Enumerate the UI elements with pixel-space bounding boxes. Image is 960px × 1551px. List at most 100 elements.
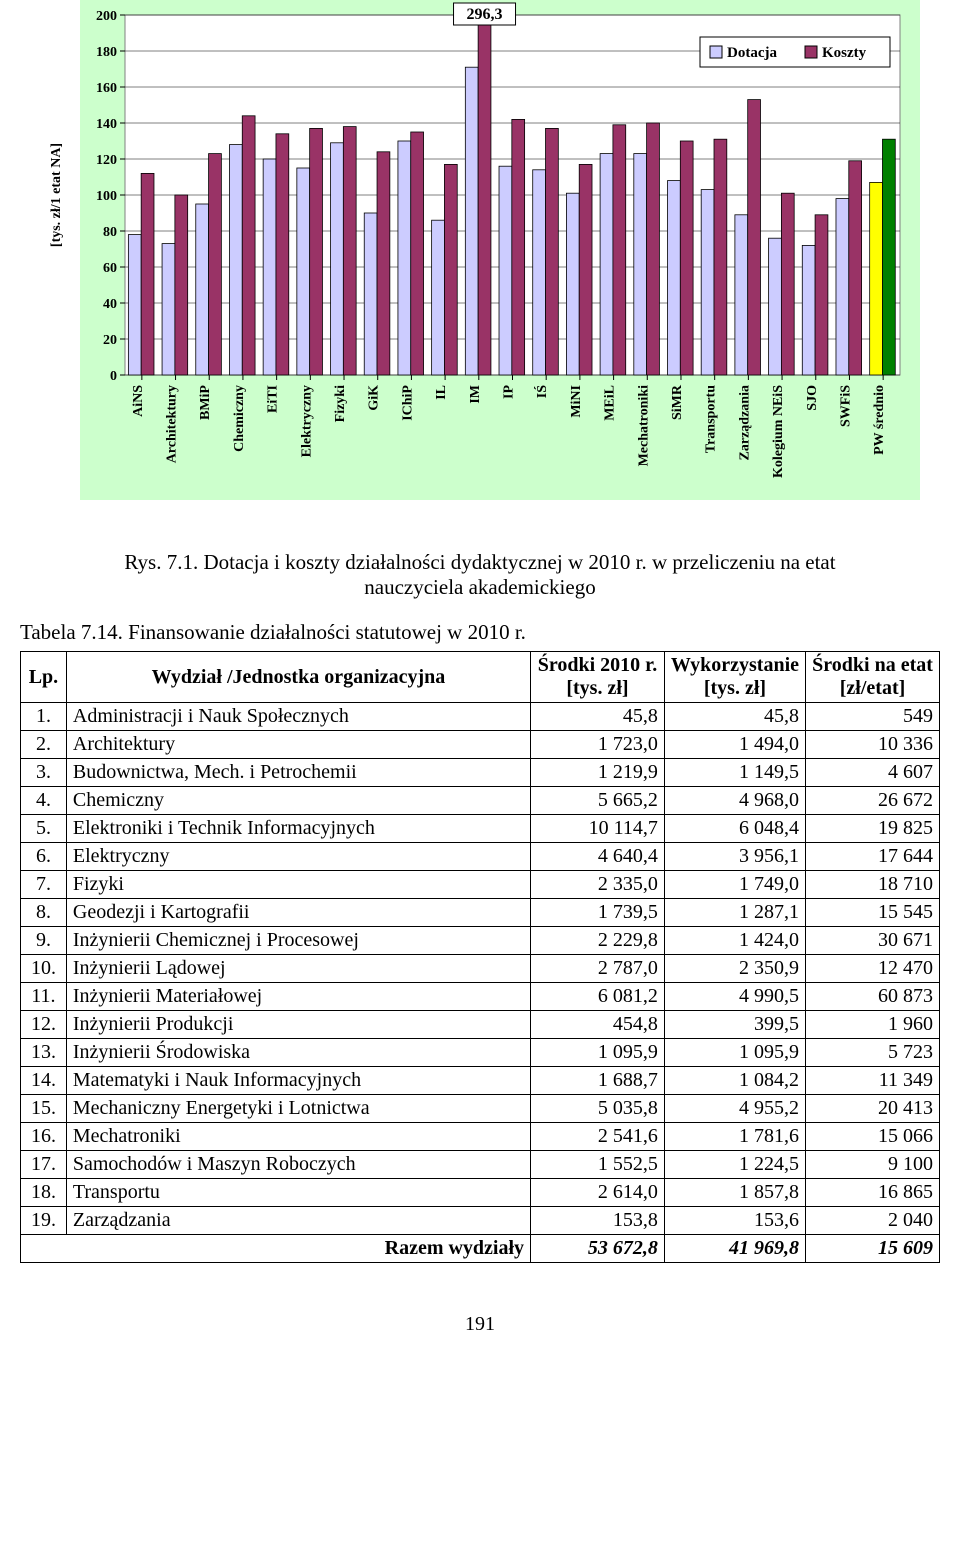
cell-name: Budownictwa, Mech. i Petrochemii <box>66 759 530 787</box>
table-row: 16. Mechatroniki 2 541,6 1 781,6 15 066 <box>21 1123 940 1151</box>
caption-line1: Rys. 7.1. Dotacja i koszty działalności … <box>124 550 835 574</box>
table-row: 2. Architektury 1 723,0 1 494,0 10 336 <box>21 731 940 759</box>
hdr-srodki-b: [tys. zł] <box>566 677 628 699</box>
svg-text:AiNS: AiNS <box>131 385 146 417</box>
cell-etat: 19 825 <box>806 815 940 843</box>
cell-wyk: 1 084,2 <box>664 1067 805 1095</box>
cell-lp: 2. <box>21 731 67 759</box>
svg-text:EiTI: EiTI <box>266 385 281 413</box>
cell-lp: 17. <box>21 1151 67 1179</box>
svg-text:40: 40 <box>103 297 117 312</box>
cell-name: Inżynierii Produkcji <box>66 1011 530 1039</box>
cell-sum-1: 53 672,8 <box>531 1235 665 1263</box>
svg-text:BMiP: BMiP <box>198 385 213 420</box>
table-row: 14. Matematyki i Nauk Informacyjnych 1 6… <box>21 1067 940 1095</box>
cell-name: Architektury <box>66 731 530 759</box>
cell-srodki: 5 035,8 <box>531 1095 665 1123</box>
cell-etat: 9 100 <box>806 1151 940 1179</box>
cell-lp: 5. <box>21 815 67 843</box>
cell-etat: 5 723 <box>806 1039 940 1067</box>
hdr-wyk: Wykorzystanie [tys. zł] <box>664 652 805 703</box>
cell-etat: 15 545 <box>806 899 940 927</box>
cell-wyk: 1 224,5 <box>664 1151 805 1179</box>
svg-text:140: 140 <box>96 117 117 132</box>
cell-srodki: 1 552,5 <box>531 1151 665 1179</box>
cell-srodki: 2 787,0 <box>531 955 665 983</box>
svg-text:SiMR: SiMR <box>670 384 685 420</box>
cell-lp: 3. <box>21 759 67 787</box>
svg-text:SJO: SJO <box>805 385 820 411</box>
svg-text:Architektury: Architektury <box>165 385 180 463</box>
cell-etat: 11 349 <box>806 1067 940 1095</box>
svg-text:0: 0 <box>110 369 117 384</box>
cell-etat: 549 <box>806 703 940 731</box>
svg-text:Chemiczny: Chemiczny <box>232 385 247 452</box>
svg-text:Fizyki: Fizyki <box>333 385 348 422</box>
svg-text:Dotacja: Dotacja <box>727 45 777 61</box>
cell-srodki: 2 335,0 <box>531 871 665 899</box>
table-row: 4. Chemiczny 5 665,2 4 968,0 26 672 <box>21 787 940 815</box>
cell-srodki: 454,8 <box>531 1011 665 1039</box>
cell-lp: 13. <box>21 1039 67 1067</box>
cell-name: Chemiczny <box>66 787 530 815</box>
svg-text:Mechatroniki: Mechatroniki <box>636 385 651 467</box>
cell-lp <box>21 1235 67 1263</box>
cell-name: Inżynierii Materiałowej <box>66 983 530 1011</box>
cell-srodki: 1 688,7 <box>531 1067 665 1095</box>
table-row: 5. Elektroniki i Technik Informacyjnych … <box>21 815 940 843</box>
table-row: 6. Elektryczny 4 640,4 3 956,1 17 644 <box>21 843 940 871</box>
svg-text:120: 120 <box>96 153 117 168</box>
cell-wyk: 399,5 <box>664 1011 805 1039</box>
svg-text:IP: IP <box>502 385 517 399</box>
svg-text:60: 60 <box>103 261 117 276</box>
cell-etat: 60 873 <box>806 983 940 1011</box>
svg-text:IChiP: IChiP <box>400 385 415 421</box>
table-row: 17. Samochodów i Maszyn Roboczych 1 552,… <box>21 1151 940 1179</box>
svg-text:IL: IL <box>434 385 449 400</box>
cell-wyk: 45,8 <box>664 703 805 731</box>
bar-chart: 020406080100120140160180200[tys. zł/1 et… <box>40 0 920 540</box>
table-sum-row: Razem wydziały 53 672,8 41 969,8 15 609 <box>21 1235 940 1263</box>
cell-lp: 9. <box>21 927 67 955</box>
cell-wyk: 1 749,0 <box>664 871 805 899</box>
cell-lp: 10. <box>21 955 67 983</box>
cell-lp: 6. <box>21 843 67 871</box>
cell-srodki: 2 229,8 <box>531 927 665 955</box>
svg-text:200: 200 <box>96 9 117 24</box>
cell-etat: 30 671 <box>806 927 940 955</box>
cell-srodki: 6 081,2 <box>531 983 665 1011</box>
cell-wyk: 1 781,6 <box>664 1123 805 1151</box>
svg-text:MiNI: MiNI <box>569 385 584 418</box>
cell-lp: 4. <box>21 787 67 815</box>
svg-text:80: 80 <box>103 225 117 240</box>
svg-text:[tys. zł/1 etat NA]: [tys. zł/1 etat NA] <box>49 143 64 247</box>
cell-etat: 4 607 <box>806 759 940 787</box>
cell-srodki: 1 739,5 <box>531 899 665 927</box>
cell-etat: 26 672 <box>806 787 940 815</box>
cell-etat: 18 710 <box>806 871 940 899</box>
page-number: 191 <box>20 1313 940 1336</box>
cell-wyk: 3 956,1 <box>664 843 805 871</box>
cell-srodki: 4 640,4 <box>531 843 665 871</box>
hdr-etat-b: [zł/etat] <box>840 677 906 699</box>
cell-srodki: 2 614,0 <box>531 1179 665 1207</box>
cell-etat: 12 470 <box>806 955 940 983</box>
cell-name: Mechaniczny Energetyki i Lotnictwa <box>66 1095 530 1123</box>
cell-name: Transportu <box>66 1179 530 1207</box>
cell-sum-label: Razem wydziały <box>66 1235 530 1263</box>
table-row: 11. Inżynierii Materiałowej 6 081,2 4 99… <box>21 983 940 1011</box>
table-row: 12. Inżynierii Produkcji 454,8 399,5 1 9… <box>21 1011 940 1039</box>
cell-name: Inżynierii Środowiska <box>66 1039 530 1067</box>
table-row: 9. Inżynierii Chemicznej i Procesowej 2 … <box>21 927 940 955</box>
cell-lp: 7. <box>21 871 67 899</box>
cell-name: Mechatroniki <box>66 1123 530 1151</box>
cell-srodki: 153,8 <box>531 1207 665 1235</box>
svg-text:IŚ: IŚ <box>533 385 550 398</box>
hdr-lp: Lp. <box>21 652 67 703</box>
cell-wyk: 1 287,1 <box>664 899 805 927</box>
cell-wyk: 1 424,0 <box>664 927 805 955</box>
svg-text:PW średnio: PW średnio <box>872 385 887 455</box>
caption-text-2: nauczyciela akademickiego <box>364 575 595 599</box>
cell-lp: 11. <box>21 983 67 1011</box>
cell-lp: 16. <box>21 1123 67 1151</box>
